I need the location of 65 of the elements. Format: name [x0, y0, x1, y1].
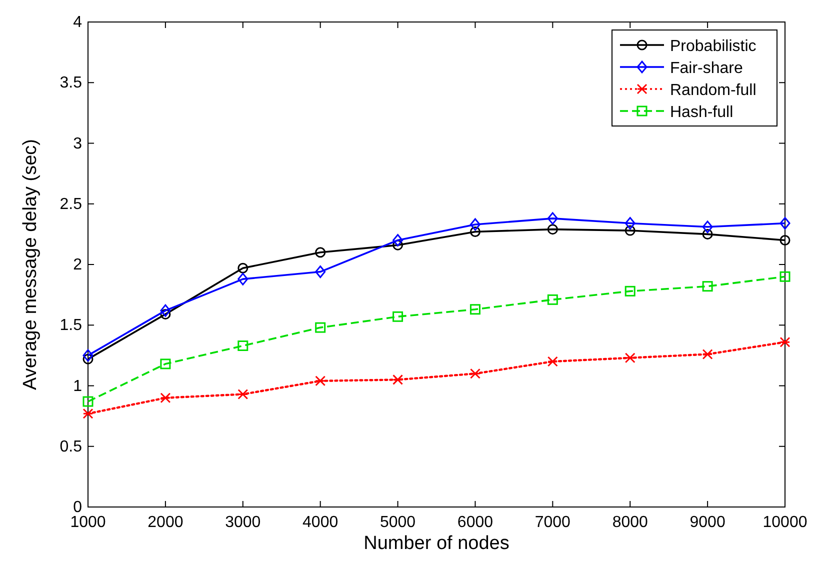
point — [780, 235, 790, 246]
point — [780, 217, 790, 230]
point — [315, 247, 326, 258]
legend-label: Probabilistic — [670, 38, 756, 55]
point — [392, 234, 404, 246]
point — [780, 336, 790, 348]
point — [392, 374, 404, 385]
point — [392, 311, 404, 322]
point — [82, 396, 94, 407]
point — [160, 358, 171, 370]
y-tick-label: 0.5 — [60, 438, 82, 456]
point — [547, 224, 558, 235]
point — [702, 220, 713, 234]
point — [702, 281, 713, 292]
point — [624, 225, 636, 236]
point — [315, 266, 326, 278]
point — [315, 376, 326, 386]
x-tick-label: 7000 — [534, 514, 571, 531]
point — [238, 262, 248, 274]
point — [547, 294, 558, 305]
point — [392, 240, 404, 250]
point — [470, 218, 480, 231]
point — [160, 304, 171, 317]
x-tick-label: 8000 — [612, 514, 648, 531]
y-tick-label: 3.5 — [60, 74, 82, 92]
point — [547, 356, 558, 367]
point — [547, 212, 558, 225]
point — [160, 308, 171, 320]
legend-label: Hash-full — [670, 104, 734, 121]
x-tick-label: 6000 — [457, 514, 494, 531]
point — [470, 304, 480, 315]
point — [702, 228, 713, 240]
point — [702, 348, 713, 360]
x-tick-label: 10000 — [762, 514, 808, 531]
point — [624, 352, 636, 364]
point — [82, 349, 94, 362]
y-tick-label: 3 — [73, 135, 82, 152]
x-tick-label: 9000 — [690, 514, 726, 531]
point — [82, 354, 94, 364]
point — [238, 388, 248, 400]
point — [160, 392, 171, 404]
x-tick-label: 2000 — [148, 514, 184, 531]
y-tick-label: 0 — [73, 499, 82, 516]
y-axis-title: Average message delay (sec) — [20, 139, 41, 390]
point — [82, 408, 94, 419]
y-tick-label: 1 — [73, 378, 82, 395]
point — [780, 271, 790, 282]
y-tick-label: 4 — [73, 14, 82, 31]
x-tick-label: 1000 — [70, 514, 106, 531]
point — [238, 340, 248, 351]
y-tick-label: 2 — [73, 256, 82, 274]
point — [315, 322, 326, 333]
point — [470, 368, 480, 379]
legend-label: Random-full — [670, 82, 756, 99]
y-tick-label: 1.5 — [60, 317, 82, 334]
legend-label: Fair-share — [670, 60, 744, 77]
point — [624, 286, 636, 296]
y-tick-label: 2.5 — [60, 196, 82, 213]
x-axis-title: Number of nodes — [364, 533, 510, 554]
point — [624, 217, 636, 230]
x-tick-label: 3000 — [225, 514, 261, 531]
x-tick-label: 5000 — [380, 514, 416, 531]
x-tick-label: 4000 — [302, 514, 338, 531]
point — [238, 272, 248, 286]
point — [470, 226, 480, 238]
